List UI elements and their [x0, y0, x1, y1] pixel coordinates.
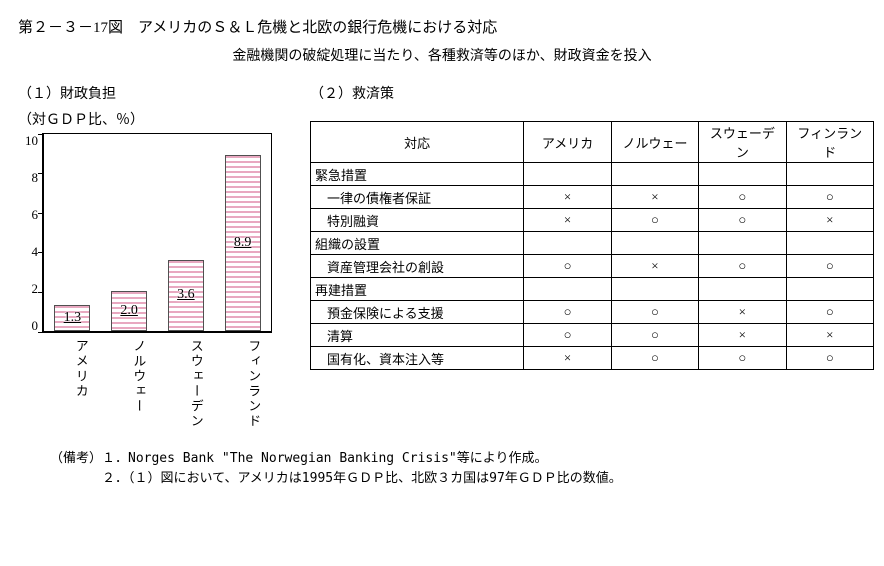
table-row: 清算○○×× — [311, 324, 874, 347]
table-cell: × — [524, 186, 611, 209]
table-cell — [786, 232, 873, 255]
table-cell: ○ — [611, 347, 698, 370]
x-tick-label: フィンランド — [225, 339, 261, 429]
table-cell: 特別融資 — [311, 209, 524, 232]
y-tick — [38, 134, 44, 135]
left-section-label: （１）財政負担 — [18, 83, 310, 103]
figure-subtitle: 金融機関の破綻処理に当たり、各種救済等のほか、財政資金を投入 — [10, 45, 874, 65]
table-cell: ○ — [699, 347, 786, 370]
table-cell: 資産管理会社の創設 — [311, 255, 524, 278]
table-cell: × — [524, 209, 611, 232]
plot-area: 1.3 2.0 3.6 8.9 — [42, 133, 272, 333]
table-header-cell: フィンランド — [786, 122, 873, 163]
table-cell: ○ — [524, 301, 611, 324]
left-panel: （１）財政負担 （対ＧＤＰ比、％） 1086420 1.3 2.0 3.6 8.9 ア… — [10, 81, 310, 429]
bar-value-label: 2.0 — [120, 303, 138, 319]
right-panel: （２）救済策 対応アメリカノルウェースウェーデンフィンランド 緊急措置一律の債権… — [310, 81, 874, 370]
y-tick — [38, 292, 44, 293]
table-cell: ○ — [786, 347, 873, 370]
right-section-label: （２）救済策 — [310, 83, 874, 103]
table-cell: × — [524, 347, 611, 370]
y-tick-label: 10 — [25, 133, 38, 149]
bar-value-label: 3.6 — [177, 287, 195, 303]
table-cell: ○ — [786, 301, 873, 324]
table-cell: ○ — [786, 255, 873, 278]
table-cell — [524, 278, 611, 301]
y-tick-label: 2 — [32, 281, 39, 297]
table-cell — [786, 278, 873, 301]
table-cell: × — [611, 186, 698, 209]
table-cell: × — [786, 324, 873, 347]
table-cell: ○ — [524, 255, 611, 278]
table-cell — [699, 163, 786, 186]
table-cell: ○ — [524, 324, 611, 347]
table-cell: 緊急措置 — [311, 163, 524, 186]
footnote-1: （備考）１．Norges Bank "The Norwegian Banking… — [50, 449, 874, 469]
table-cell: ○ — [786, 186, 873, 209]
x-tick-label: アメリカ — [53, 339, 89, 429]
table-cell: 一律の債権者保証 — [311, 186, 524, 209]
table-cell: ○ — [699, 209, 786, 232]
x-tick-label: ノルウェー — [110, 339, 146, 429]
y-tick-label: 6 — [32, 207, 39, 223]
table-cell — [611, 278, 698, 301]
y-axis: 1086420 — [10, 133, 42, 334]
table-cell: 国有化、資本注入等 — [311, 347, 524, 370]
table-row: 再建措置 — [311, 278, 874, 301]
x-tick-label: スウェーデン — [168, 339, 204, 429]
footnotes: （備考）１．Norges Bank "The Norwegian Banking… — [50, 449, 874, 488]
y-tick — [38, 213, 44, 214]
bar: 1.3 — [54, 305, 90, 331]
table-cell: × — [786, 209, 873, 232]
table-header-cell: スウェーデン — [699, 122, 786, 163]
table-row: 資産管理会社の創設○×○○ — [311, 255, 874, 278]
bar-value-label: 8.9 — [234, 235, 252, 251]
table-cell — [524, 232, 611, 255]
bar: 2.0 — [111, 291, 147, 331]
table-cell: × — [611, 255, 698, 278]
y-tick — [38, 252, 44, 253]
bar-chart: 1086420 1.3 2.0 3.6 8.9 アメリカノルウェースウェーデンフィンラ… — [10, 133, 310, 429]
table-cell — [699, 278, 786, 301]
table-cell: ○ — [611, 209, 698, 232]
table-row: 特別融資×○○× — [311, 209, 874, 232]
table-cell: × — [699, 301, 786, 324]
content-row: （１）財政負担 （対ＧＤＰ比、％） 1086420 1.3 2.0 3.6 8.9 ア… — [10, 81, 874, 429]
table-cell: ○ — [611, 324, 698, 347]
table-cell: 再建措置 — [311, 278, 524, 301]
table-row: 組織の設置 — [311, 232, 874, 255]
y-axis-unit: （対ＧＤＰ比、％） — [18, 109, 310, 129]
table-cell: 組織の設置 — [311, 232, 524, 255]
table-cell: ○ — [611, 301, 698, 324]
bar: 8.9 — [225, 155, 261, 331]
table-header-cell: 対応 — [311, 122, 524, 163]
table-row: 緊急措置 — [311, 163, 874, 186]
table-cell: × — [699, 324, 786, 347]
y-tick — [38, 173, 44, 174]
x-axis-labels: アメリカノルウェースウェーデンフィンランド — [42, 339, 272, 429]
table-header-cell: アメリカ — [524, 122, 611, 163]
table-cell — [611, 232, 698, 255]
table-row: 国有化、資本注入等×○○○ — [311, 347, 874, 370]
table-cell — [699, 232, 786, 255]
table-cell: 預金保険による支援 — [311, 301, 524, 324]
measures-table: 対応アメリカノルウェースウェーデンフィンランド 緊急措置一律の債権者保証××○○… — [310, 121, 874, 370]
table-header-cell: ノルウェー — [611, 122, 698, 163]
y-tick — [38, 332, 44, 333]
figure-title: 第２－３－17図 アメリカのＳ＆Ｌ危機と北欧の銀行危機における対応 — [18, 16, 874, 37]
table-row: 一律の債権者保証××○○ — [311, 186, 874, 209]
table-cell — [786, 163, 873, 186]
table-cell — [611, 163, 698, 186]
table-cell: 清算 — [311, 324, 524, 347]
table-cell — [524, 163, 611, 186]
bar-value-label: 1.3 — [64, 310, 82, 326]
footnote-2: ２．（１）図において、アメリカは1995年ＧＤＰ比、北欧３カ国は97年ＧＤＰ比の… — [50, 469, 874, 489]
bar: 3.6 — [168, 260, 204, 331]
table-row: 預金保険による支援○○×○ — [311, 301, 874, 324]
table-cell: ○ — [699, 186, 786, 209]
table-cell: ○ — [699, 255, 786, 278]
